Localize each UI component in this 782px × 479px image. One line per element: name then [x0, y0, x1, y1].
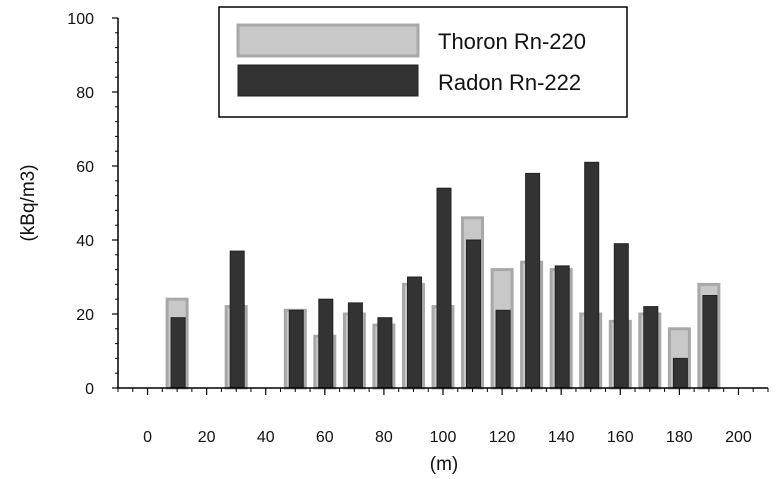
radon-bar [318, 298, 334, 389]
radon-series [170, 161, 718, 389]
radon-bar [643, 306, 659, 389]
radon-bar [525, 172, 541, 389]
radon-bar [672, 357, 688, 389]
y-tick-label: 20 [76, 307, 94, 324]
x-tick-label: 100 [430, 429, 457, 446]
x-tick-label: 180 [666, 429, 693, 446]
x-axis-ticks: 0 20 40 60 80 100 120 140 160 180 200 [117, 388, 769, 446]
x-tick-label: 40 [257, 429, 275, 446]
x-tick-label: 20 [198, 429, 216, 446]
y-tick-label: 40 [76, 233, 94, 250]
radon-bar [407, 276, 422, 389]
radon-bar [702, 295, 718, 389]
radon-bar [288, 309, 304, 389]
radon-bar [170, 317, 186, 389]
y-axis-ticks: 0 20 40 60 80 100 [67, 11, 118, 398]
y-axis-title: (kBq/m3) [18, 164, 39, 241]
radon-bar [554, 265, 570, 389]
x-tick-label: 60 [316, 429, 334, 446]
y-tick-label: 80 [76, 85, 94, 102]
radon-bar [584, 161, 600, 389]
x-tick-label: 200 [725, 429, 752, 446]
legend: Thoron Rn-220 Radon Rn-222 [218, 6, 628, 118]
radon-bar [229, 250, 245, 389]
y-tick-label: 60 [76, 159, 94, 176]
x-axis-title: (m) [430, 454, 458, 475]
legend-label-radon: Radon Rn-222 [438, 70, 581, 95]
radon-bar [466, 239, 481, 389]
x-tick-label: 0 [143, 429, 152, 446]
y-tick-label: 0 [85, 381, 94, 398]
x-tick-label: 160 [607, 429, 634, 446]
y-tick-label: 100 [67, 11, 94, 28]
legend-swatch-radon [237, 64, 419, 97]
radon-bar [436, 187, 452, 389]
radon-bar [347, 302, 363, 389]
radon-bar [495, 309, 511, 389]
x-tick-label: 140 [548, 429, 575, 446]
radon-bar [377, 317, 393, 389]
radon-bar [613, 243, 629, 389]
legend-swatch-thoron [236, 23, 420, 58]
x-tick-label: 80 [375, 429, 393, 446]
x-tick-label: 120 [489, 429, 516, 446]
legend-label-thoron: Thoron Rn-220 [438, 29, 586, 54]
